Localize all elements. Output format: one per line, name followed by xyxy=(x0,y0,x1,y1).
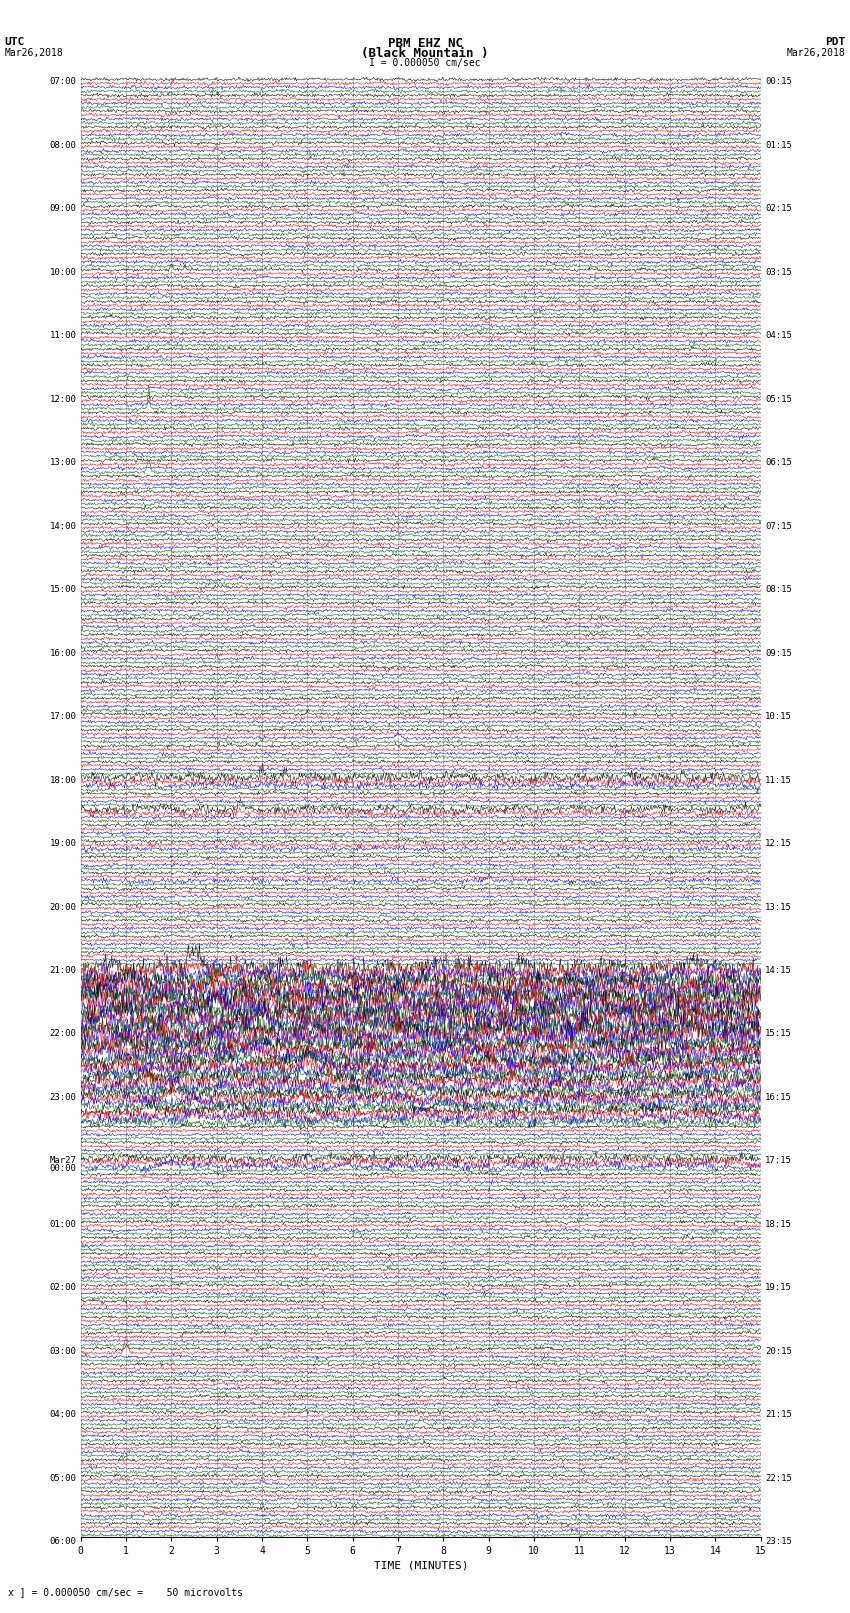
Text: 13:00: 13:00 xyxy=(49,458,76,468)
Text: 13:15: 13:15 xyxy=(765,903,792,911)
Text: 21:15: 21:15 xyxy=(765,1410,792,1419)
Text: 04:00: 04:00 xyxy=(49,1410,76,1419)
Text: 07:15: 07:15 xyxy=(765,521,792,531)
Text: 10:15: 10:15 xyxy=(765,711,792,721)
Text: 06:15: 06:15 xyxy=(765,458,792,468)
Text: Mar26,2018: Mar26,2018 xyxy=(787,48,846,58)
Text: Mar26,2018: Mar26,2018 xyxy=(4,48,63,58)
Text: 23:00: 23:00 xyxy=(49,1094,76,1102)
Text: 08:00: 08:00 xyxy=(49,140,76,150)
Text: UTC: UTC xyxy=(4,37,25,47)
Text: 20:00: 20:00 xyxy=(49,903,76,911)
Text: 16:00: 16:00 xyxy=(49,648,76,658)
Text: 17:15: 17:15 xyxy=(765,1157,792,1165)
Text: 01:15: 01:15 xyxy=(765,140,792,150)
Text: 19:00: 19:00 xyxy=(49,839,76,848)
Text: 06:00: 06:00 xyxy=(49,1537,76,1547)
Text: 15:00: 15:00 xyxy=(49,586,76,594)
Text: 01:00: 01:00 xyxy=(49,1219,76,1229)
Text: PBM EHZ NC: PBM EHZ NC xyxy=(388,37,462,50)
Text: 16:15: 16:15 xyxy=(765,1094,792,1102)
Text: 08:15: 08:15 xyxy=(765,586,792,594)
Text: 22:15: 22:15 xyxy=(765,1474,792,1482)
Text: Mar27: Mar27 xyxy=(49,1157,76,1165)
Text: 19:15: 19:15 xyxy=(765,1284,792,1292)
Text: 10:00: 10:00 xyxy=(49,268,76,277)
Text: 21:00: 21:00 xyxy=(49,966,76,974)
Text: 02:00: 02:00 xyxy=(49,1284,76,1292)
Text: 04:15: 04:15 xyxy=(765,331,792,340)
Text: 11:00: 11:00 xyxy=(49,331,76,340)
Text: 03:15: 03:15 xyxy=(765,268,792,277)
Text: 18:15: 18:15 xyxy=(765,1219,792,1229)
Text: 14:15: 14:15 xyxy=(765,966,792,974)
Text: 09:15: 09:15 xyxy=(765,648,792,658)
Text: 14:00: 14:00 xyxy=(49,521,76,531)
Text: PDT: PDT xyxy=(825,37,846,47)
Text: (Black Mountain ): (Black Mountain ) xyxy=(361,47,489,60)
Text: x ] = 0.000050 cm/sec =    50 microvolts: x ] = 0.000050 cm/sec = 50 microvolts xyxy=(8,1587,243,1597)
Text: 18:00: 18:00 xyxy=(49,776,76,784)
Text: 09:00: 09:00 xyxy=(49,205,76,213)
Text: 12:15: 12:15 xyxy=(765,839,792,848)
Text: 02:15: 02:15 xyxy=(765,205,792,213)
Text: I = 0.000050 cm/sec: I = 0.000050 cm/sec xyxy=(369,58,481,68)
Text: 20:15: 20:15 xyxy=(765,1347,792,1357)
Text: 03:00: 03:00 xyxy=(49,1347,76,1357)
Text: 00:00: 00:00 xyxy=(49,1165,76,1173)
Text: 17:00: 17:00 xyxy=(49,711,76,721)
Text: 23:15: 23:15 xyxy=(765,1537,792,1547)
Text: 07:00: 07:00 xyxy=(49,77,76,87)
Text: 05:00: 05:00 xyxy=(49,1474,76,1482)
Text: 00:15: 00:15 xyxy=(765,77,792,87)
Text: 22:00: 22:00 xyxy=(49,1029,76,1039)
Text: 15:15: 15:15 xyxy=(765,1029,792,1039)
Text: 12:00: 12:00 xyxy=(49,395,76,403)
Text: 11:15: 11:15 xyxy=(765,776,792,784)
X-axis label: TIME (MINUTES): TIME (MINUTES) xyxy=(373,1560,468,1571)
Text: 05:15: 05:15 xyxy=(765,395,792,403)
